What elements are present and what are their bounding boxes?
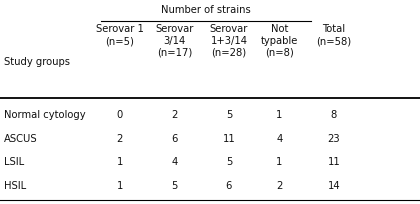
Text: LSIL: LSIL: [4, 157, 24, 167]
Text: 1: 1: [276, 110, 283, 120]
Text: ASCUS: ASCUS: [4, 134, 38, 144]
Text: 8: 8: [331, 110, 337, 120]
Text: Serovar
1+3/14
(n=28): Serovar 1+3/14 (n=28): [210, 24, 248, 58]
Text: Total
(n=58): Total (n=58): [316, 24, 352, 46]
Text: Number of strains: Number of strains: [161, 5, 251, 15]
Text: HSIL: HSIL: [4, 181, 26, 191]
Text: 1: 1: [276, 157, 283, 167]
Text: 5: 5: [226, 157, 232, 167]
Text: 1: 1: [116, 157, 123, 167]
Text: Serovar
3/14
(n=17): Serovar 3/14 (n=17): [155, 24, 194, 58]
Text: 6: 6: [171, 134, 178, 144]
Text: Not
typable
(n=8): Not typable (n=8): [261, 24, 298, 58]
Text: 14: 14: [328, 181, 340, 191]
Text: Normal cytology: Normal cytology: [4, 110, 86, 120]
Text: 2: 2: [171, 110, 178, 120]
Text: 0: 0: [117, 110, 123, 120]
Text: 11: 11: [328, 157, 340, 167]
Text: 6: 6: [226, 181, 232, 191]
Text: Serovar 1
(n=5): Serovar 1 (n=5): [96, 24, 144, 46]
Text: 1: 1: [116, 181, 123, 191]
Text: 4: 4: [171, 157, 177, 167]
Text: 5: 5: [171, 181, 178, 191]
Text: 4: 4: [276, 134, 282, 144]
Text: 5: 5: [226, 110, 232, 120]
Text: 23: 23: [328, 134, 340, 144]
Text: 2: 2: [116, 134, 123, 144]
Text: Study groups: Study groups: [4, 57, 70, 67]
Text: 2: 2: [276, 181, 283, 191]
Text: 11: 11: [223, 134, 235, 144]
